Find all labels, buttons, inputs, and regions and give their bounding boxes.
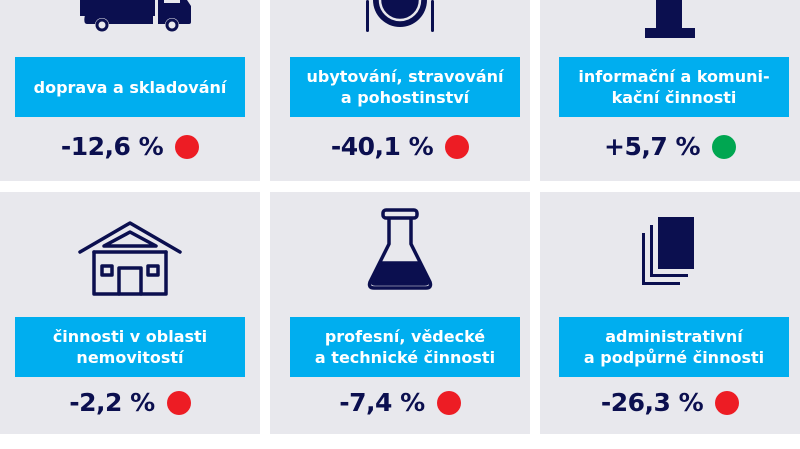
truck-icon xyxy=(0,0,260,36)
change-value: +5,7 % xyxy=(604,132,701,161)
card-professional: profesní, vědecké a technické činnosti -… xyxy=(270,192,530,434)
trend-negative-dot xyxy=(445,134,470,159)
flask-icon xyxy=(270,208,530,292)
house-icon xyxy=(0,220,260,296)
plate-cutlery-icon xyxy=(270,0,530,34)
change-value: -26,3 % xyxy=(600,388,704,417)
trend-negative-dot xyxy=(166,390,191,415)
change-value: -7,4 % xyxy=(339,388,425,417)
card-ict: informační a komuni- kační činnosti +5,7… xyxy=(540,0,800,181)
category-label: činnosti v oblasti nemovitostí xyxy=(15,317,245,377)
trend-negative-dot xyxy=(715,390,740,415)
trend-negative-dot xyxy=(436,390,461,415)
card-administrative: administrativní a podpůrné činnosti -26,… xyxy=(540,192,800,434)
documents-icon xyxy=(540,217,800,287)
category-label: doprava a skladování xyxy=(15,57,245,117)
change-value: -40,1 % xyxy=(330,132,434,161)
change-value: -12,6 % xyxy=(60,132,164,161)
trend-negative-dot xyxy=(175,134,200,159)
category-label: ubytování, stravování a pohostinství xyxy=(290,57,520,117)
category-label: administrativní a podpůrné činnosti xyxy=(559,317,789,377)
category-label: profesní, vědecké a technické činnosti xyxy=(290,317,520,377)
card-accommodation: ubytování, stravování a pohostinství -40… xyxy=(270,0,530,181)
change-value: -2,2 % xyxy=(69,388,155,417)
card-real-estate: činnosti v oblasti nemovitostí -2,2 % xyxy=(0,192,260,434)
monitor-stand-icon xyxy=(540,0,800,40)
category-label: informační a komuni- kační činnosti xyxy=(559,57,789,117)
trend-positive-dot xyxy=(712,134,736,159)
card-transport: doprava a skladování -12,6 % xyxy=(0,0,260,181)
